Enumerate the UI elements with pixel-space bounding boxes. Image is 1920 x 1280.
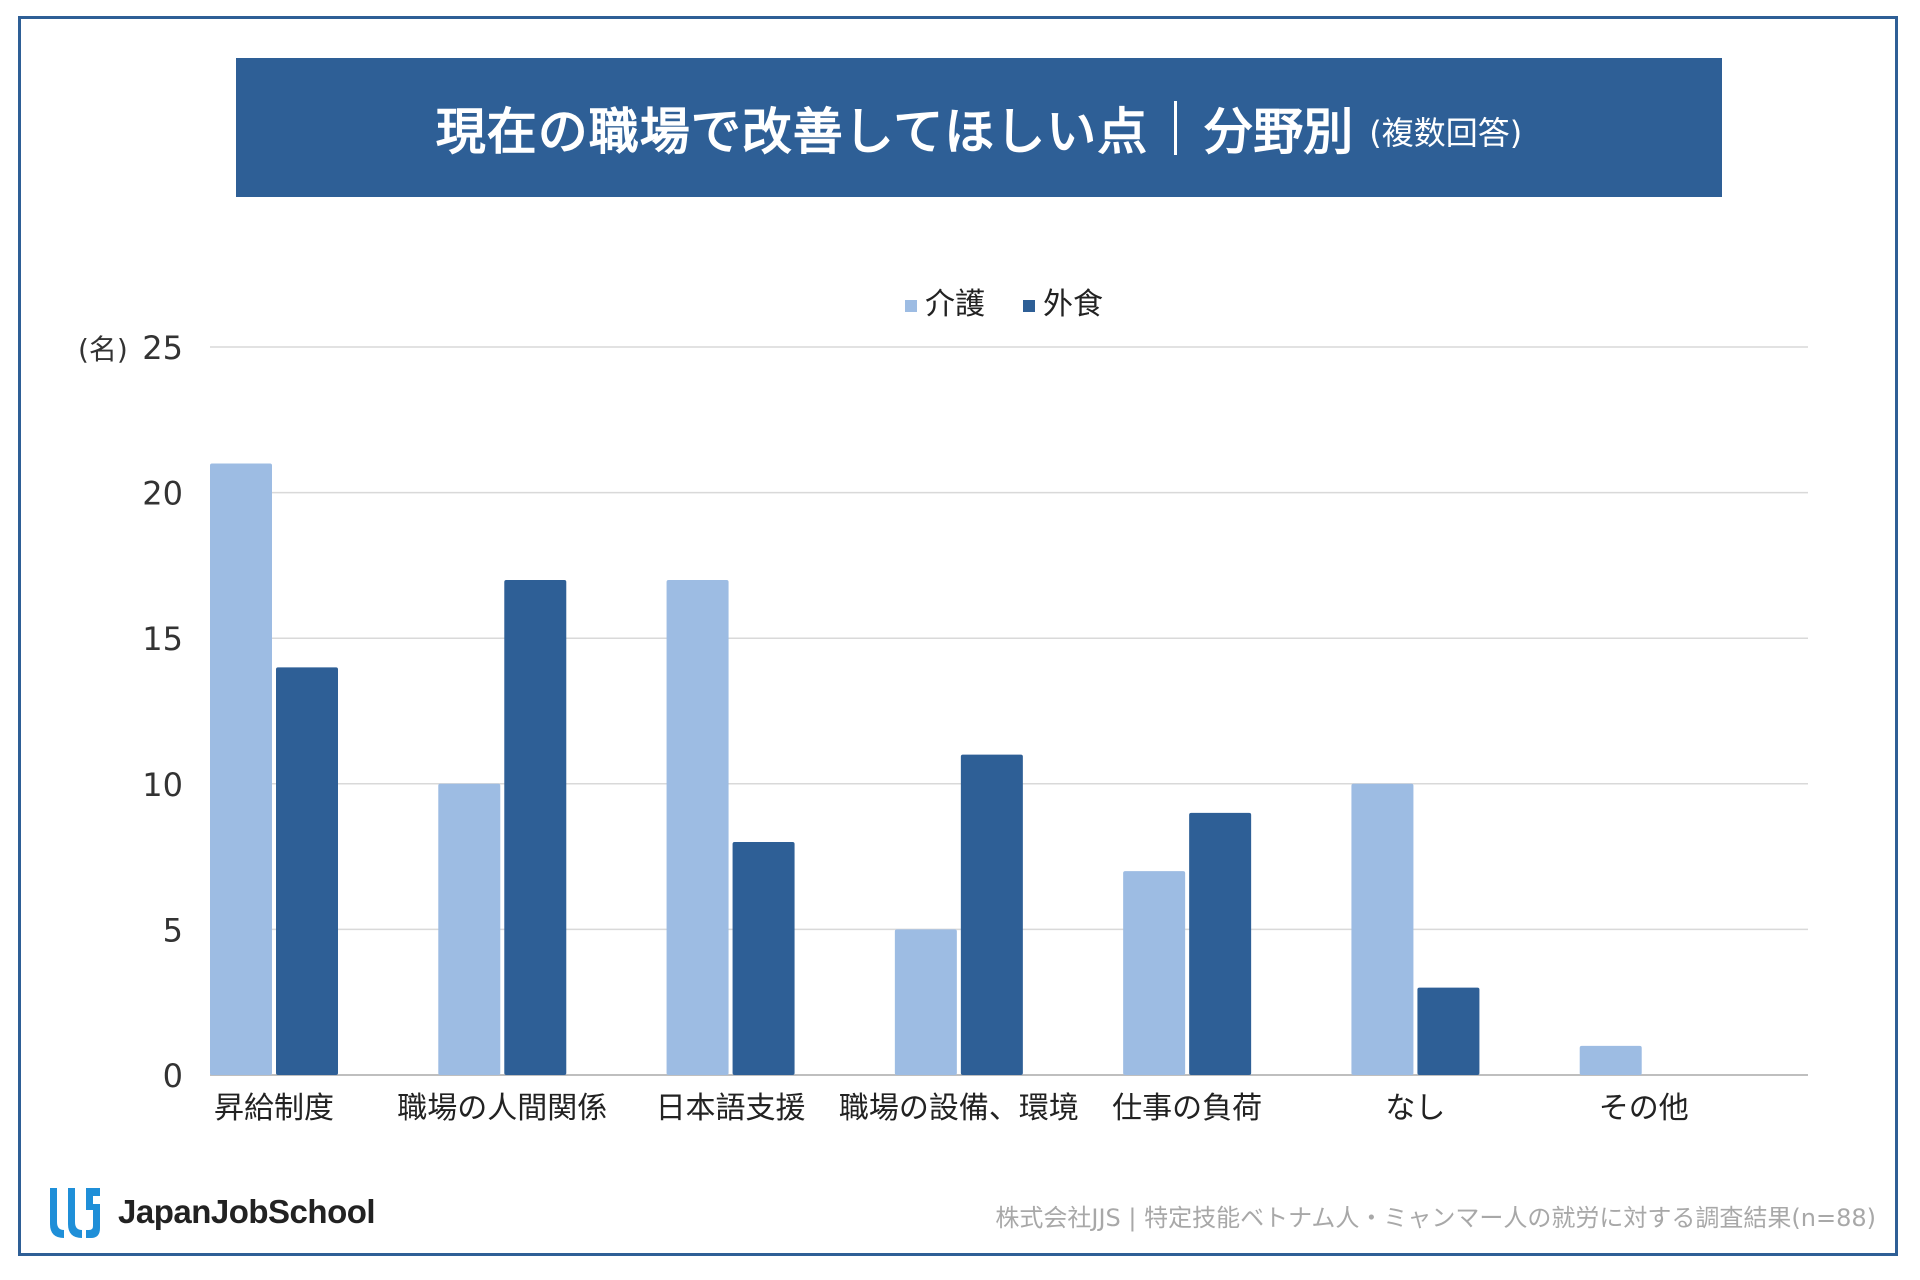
chart-note: (複数回答) bbox=[1369, 113, 1523, 152]
x-tick-label: なし bbox=[1385, 1091, 1445, 1126]
brand-name: JapanJobSchool bbox=[118, 1193, 376, 1230]
x-tick-label: 職場の設備、環境 bbox=[839, 1091, 1079, 1126]
x-tick-label: 昇給制度 bbox=[214, 1091, 334, 1126]
x-tick-label: 職場の人間関係 bbox=[397, 1091, 607, 1126]
bar-kaigo bbox=[1579, 1045, 1642, 1075]
jjs-logo-icon bbox=[50, 1188, 100, 1238]
bar-chart: 0 5 10 15 20 25 (名) 昇給制度 職場の人間関係 日本語支援 職場の設備、環境 仕事の… bbox=[78, 287, 1808, 1126]
chart-title: 現在の職場で改善してほしい点 bbox=[435, 102, 1149, 161]
legend-label: 外食 bbox=[1043, 287, 1103, 322]
legend-swatch bbox=[905, 300, 917, 312]
bar-gaishoku bbox=[276, 667, 338, 1075]
bar-kaigo bbox=[894, 929, 957, 1075]
title-separator bbox=[1174, 100, 1178, 155]
bar-gaishoku bbox=[960, 754, 1023, 1075]
title-banner: 現在の職場で改善してほしい点 分野別 (複数回答) bbox=[236, 58, 1722, 197]
bar-kaigo bbox=[1351, 783, 1414, 1075]
outer-frame bbox=[18, 16, 1898, 1256]
bar-gaishoku bbox=[1417, 987, 1480, 1075]
y-tick-label: 15 bbox=[142, 620, 183, 658]
bar-kaigo bbox=[438, 783, 501, 1075]
bar-gaishoku bbox=[1189, 812, 1252, 1075]
legend-swatch bbox=[1023, 300, 1035, 312]
x-tick-label: 日本語支援 bbox=[656, 1091, 806, 1126]
bar-kaigo bbox=[1123, 871, 1186, 1075]
bar-kaigo bbox=[210, 463, 272, 1076]
x-tick-label: 仕事の負荷 bbox=[1112, 1091, 1262, 1126]
bar-gaishoku bbox=[732, 842, 795, 1075]
y-tick-label: 5 bbox=[163, 911, 183, 949]
bar-gaishoku bbox=[504, 579, 567, 1075]
chart-subtitle: 分野別 bbox=[1203, 102, 1354, 161]
y-tick-label: 25 bbox=[142, 329, 183, 367]
y-tick-label: 0 bbox=[163, 1057, 183, 1095]
source-note: 株式会社JJS | 特定技能ベトナム人・ミャンマー人の就労に対する調査結果(n=… bbox=[995, 1204, 1876, 1232]
y-tick-label: 10 bbox=[142, 766, 183, 804]
y-axis-label: (名) bbox=[78, 333, 128, 366]
bar-kaigo bbox=[666, 579, 729, 1075]
y-tick-label: 20 bbox=[142, 475, 183, 513]
brand-logo: JapanJobSchool bbox=[46, 1180, 376, 1244]
legend-label: 介護 bbox=[925, 287, 985, 322]
x-tick-label: その他 bbox=[1599, 1091, 1689, 1126]
